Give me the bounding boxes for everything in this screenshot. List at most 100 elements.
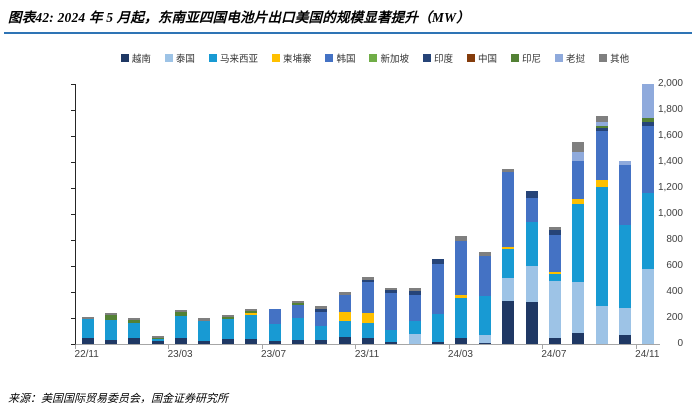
bar-segment — [268, 323, 281, 341]
bar-segment — [198, 318, 211, 321]
title-divider — [4, 32, 692, 34]
x-tick-mark — [355, 345, 357, 349]
bar-segment — [291, 340, 304, 344]
chart-title: 图表42: 2024 年 5 月起，东南亚四国电池片出口美国的规模显著提升（MW… — [8, 10, 470, 25]
bar-24-09 — [595, 115, 608, 344]
y-tick-mark — [71, 188, 75, 189]
legend-swatch-icon — [555, 54, 564, 62]
y-tick-mark — [71, 344, 75, 345]
bar-segment — [618, 334, 631, 344]
bar-segment — [595, 125, 608, 129]
bar-segment — [338, 295, 351, 313]
legend-item: 柬埔寨 — [271, 51, 312, 65]
bar-segment — [105, 315, 118, 320]
bar-segment — [338, 320, 351, 337]
bar-segment — [595, 121, 608, 126]
bar-segment — [595, 179, 608, 188]
bar-segment — [432, 264, 445, 315]
bar-segment — [478, 255, 491, 296]
x-tick-label: 24/11 — [635, 349, 660, 360]
bar-23-05 — [221, 314, 234, 344]
bar-segment — [128, 338, 141, 344]
bar-segment — [198, 340, 211, 344]
legend-label: 柬埔寨 — [282, 54, 312, 65]
bar-segment — [455, 338, 468, 344]
legend-swatch-icon — [164, 54, 173, 62]
bar-segment — [455, 236, 468, 241]
bar-segment — [105, 340, 118, 344]
x-tick-label: 23/11 — [354, 349, 380, 360]
x-tick-label: 24/07 — [541, 349, 567, 360]
bar-24-01 — [408, 288, 421, 344]
x-tick-label: 23/03 — [167, 349, 193, 360]
bar-segment — [151, 338, 164, 340]
y-tick-label: 1,600 — [657, 130, 683, 141]
bar-segment — [315, 325, 328, 341]
bar-segment — [362, 282, 374, 314]
x-tick-mark — [542, 345, 544, 349]
x-tick-mark — [448, 345, 450, 349]
bar-segment — [315, 306, 328, 309]
bar-segment — [408, 333, 421, 344]
bar-segment — [338, 292, 351, 296]
legend-item: 老挝 — [555, 51, 585, 65]
bar-segment — [525, 191, 538, 198]
bar-segment — [548, 227, 561, 230]
bar-segment — [291, 318, 304, 341]
bar-segment — [362, 277, 374, 280]
bar-23-12 — [385, 287, 398, 344]
bar-segment — [548, 338, 561, 344]
bar-24-02 — [432, 258, 445, 344]
bar-segment — [572, 160, 585, 200]
bar-segment — [408, 288, 421, 291]
legend-item: 越南 — [120, 51, 151, 65]
legend-item: 中国 — [467, 51, 497, 65]
bar-segment — [128, 318, 141, 320]
bar-24-10 — [618, 160, 631, 344]
bar-24-04 — [478, 252, 491, 344]
bar-22-11 — [81, 316, 94, 344]
bar-segment — [291, 301, 304, 304]
bar-segment — [502, 277, 515, 302]
bar-segment — [385, 290, 398, 293]
legend-item: 新加坡 — [369, 51, 409, 65]
bar-segment — [432, 258, 445, 265]
bar-segment — [385, 330, 398, 343]
y-tick-label: 400 — [666, 286, 683, 297]
bar-segment — [385, 342, 398, 344]
legend-swatch-icon — [467, 54, 476, 62]
bar-23-02 — [151, 336, 164, 344]
bar-segment — [618, 308, 631, 335]
legend-item: 印度 — [423, 51, 453, 65]
y-tick-label: 800 — [666, 234, 683, 245]
x-tick-mark — [635, 345, 637, 349]
bar-segment — [572, 199, 585, 204]
bar-segment — [525, 222, 538, 267]
bar-segment — [221, 338, 234, 344]
bar-segment — [105, 319, 118, 341]
y-tick-mark — [71, 214, 75, 215]
bar-segment — [291, 303, 304, 306]
bar-segment — [572, 281, 585, 333]
bar-segment — [595, 115, 608, 122]
bar-segment — [502, 246, 515, 250]
bar-segment — [642, 269, 655, 344]
legend-label: 泰国 — [175, 54, 195, 65]
bar-segment — [175, 312, 188, 317]
bar-segment — [618, 225, 631, 309]
bar-segment — [151, 340, 164, 344]
bar-segment — [268, 308, 281, 324]
bar-segment — [595, 131, 608, 180]
bar-segment — [525, 266, 538, 303]
bar-23-06 — [245, 308, 258, 344]
bar-segment — [455, 295, 468, 298]
bar-segment — [385, 292, 398, 331]
bar-segment — [338, 336, 351, 344]
y-tick-mark — [71, 110, 75, 111]
bar-segment — [642, 125, 655, 194]
bar-segment — [502, 169, 515, 173]
x-tick-mark — [75, 345, 76, 349]
bar-segment — [315, 311, 328, 326]
bar-segment — [362, 322, 374, 339]
